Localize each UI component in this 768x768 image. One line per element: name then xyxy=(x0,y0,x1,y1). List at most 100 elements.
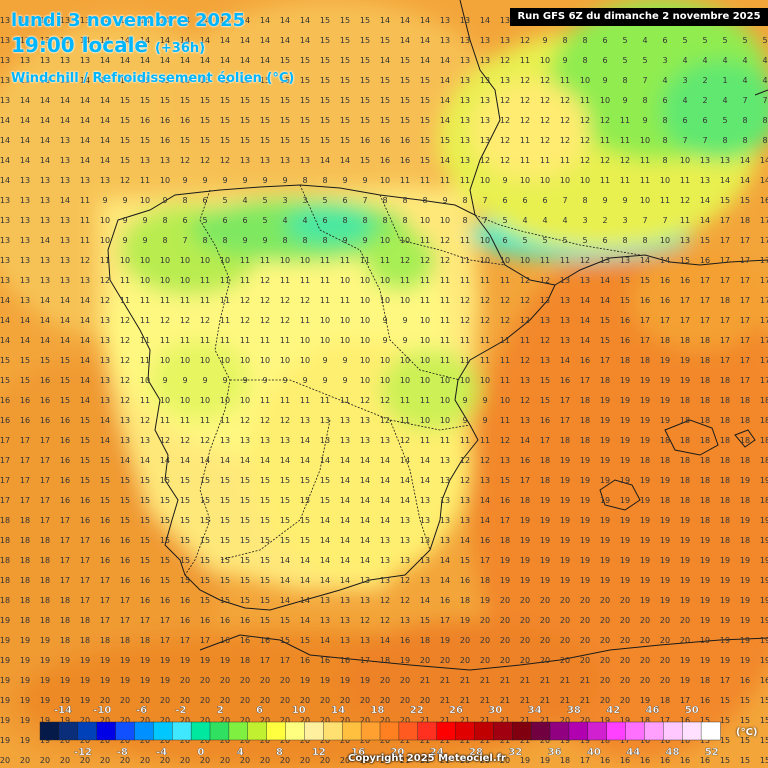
grid-value: 15 xyxy=(300,536,310,545)
grid-value: 9 xyxy=(462,416,467,425)
grid-value: 20 xyxy=(140,696,150,705)
grid-value: 15 xyxy=(640,276,650,285)
grid-value: 15 xyxy=(420,76,430,85)
grid-value: 14 xyxy=(300,436,310,445)
grid-value: 12 xyxy=(440,256,450,265)
grid-value: 16 xyxy=(20,416,30,425)
grid-value: 13 xyxy=(320,616,330,625)
grid-value: 20 xyxy=(260,676,270,685)
grid-value: 20 xyxy=(580,616,590,625)
grid-value: 15 xyxy=(300,76,310,85)
grid-value: 15 xyxy=(200,476,210,485)
grid-value: 8 xyxy=(462,216,467,225)
grid-value: 20 xyxy=(500,596,510,605)
grid-value: 20 xyxy=(600,696,610,705)
grid-value: 14 xyxy=(720,176,730,185)
grid-value: 19 xyxy=(40,676,50,685)
grid-value: 21 xyxy=(520,676,530,685)
grid-value: 16 xyxy=(60,476,70,485)
grid-value: 13 xyxy=(360,576,370,585)
grid-value: 19 xyxy=(520,536,530,545)
grid-value: 19 xyxy=(580,576,590,585)
grid-value: 11 xyxy=(400,176,410,185)
grid-value: 19 xyxy=(720,596,730,605)
grid-value: 11 xyxy=(680,216,690,225)
grid-value: 18 xyxy=(720,416,730,425)
grid-value: 15 xyxy=(120,96,130,105)
grid-value: 20 xyxy=(0,756,10,765)
grid-value: 18 xyxy=(580,436,590,445)
grid-value: 21 xyxy=(520,696,530,705)
grid-value: 15 xyxy=(260,596,270,605)
grid-value: 20 xyxy=(400,676,410,685)
grid-value: 19 xyxy=(620,556,630,565)
grid-value: 8 xyxy=(742,136,747,145)
grid-value: 7 xyxy=(642,216,647,225)
grid-value: 18 xyxy=(680,436,690,445)
grid-value: 10 xyxy=(280,256,290,265)
grid-value: 16 xyxy=(760,196,768,205)
grid-value: 14 xyxy=(0,336,10,345)
grid-value: 15 xyxy=(380,96,390,105)
grid-value: 13 xyxy=(40,196,50,205)
grid-value: 19 xyxy=(540,516,550,525)
grid-value: 19 xyxy=(580,516,590,525)
grid-value: 10 xyxy=(360,276,370,285)
grid-value: 14 xyxy=(360,476,370,485)
grid-value: 11 xyxy=(140,336,150,345)
grid-value: 14 xyxy=(160,456,170,465)
grid-value: 19 xyxy=(640,596,650,605)
grid-value: 12 xyxy=(480,156,490,165)
grid-value: 19 xyxy=(40,636,50,645)
grid-value: 18 xyxy=(700,416,710,425)
grid-value: 9 xyxy=(642,116,647,125)
grid-value: 10 xyxy=(680,156,690,165)
grid-value: 18 xyxy=(700,476,710,485)
grid-value: 14 xyxy=(80,336,90,345)
grid-value: 9 xyxy=(242,236,247,245)
legend-top-label: -10 xyxy=(93,705,111,716)
grid-value: 10 xyxy=(520,176,530,185)
grid-value: 12 xyxy=(580,136,590,145)
grid-value: 17 xyxy=(720,216,730,225)
grid-value: 16 xyxy=(180,616,190,625)
grid-value: 19 xyxy=(640,696,650,705)
grid-value: 13 xyxy=(40,16,50,25)
grid-value: 18 xyxy=(740,536,750,545)
grid-value: 13 xyxy=(60,136,70,145)
grid-value: 18 xyxy=(420,636,430,645)
grid-value: 13 xyxy=(60,76,70,85)
grid-value: 5 xyxy=(702,36,707,45)
grid-value: 5 xyxy=(202,216,207,225)
grid-value: 19 xyxy=(640,476,650,485)
grid-value: 8 xyxy=(402,196,407,205)
grid-value: 8 xyxy=(582,196,587,205)
grid-value: 20 xyxy=(80,756,90,765)
grid-value: 12 xyxy=(240,316,250,325)
grid-value: 14 xyxy=(20,336,30,345)
grid-value: 10 xyxy=(420,316,430,325)
grid-value: 13 xyxy=(600,256,610,265)
grid-value: 12 xyxy=(400,256,410,265)
grid-value: 19 xyxy=(620,416,630,425)
grid-value: 19 xyxy=(60,676,70,685)
grid-value: 15 xyxy=(180,576,190,585)
grid-value: 13 xyxy=(40,256,50,265)
legend-swatch xyxy=(644,721,665,741)
grid-value: 13 xyxy=(400,536,410,545)
grid-value: 14 xyxy=(80,296,90,305)
grid-value: 19 xyxy=(760,516,768,525)
grid-value: 19 xyxy=(700,556,710,565)
grid-value: 9 xyxy=(242,376,247,385)
grid-value: 12 xyxy=(260,416,270,425)
grid-value: 15 xyxy=(340,56,350,65)
grid-value: 15 xyxy=(620,296,630,305)
legend-color-bar xyxy=(39,721,721,741)
grid-value: 15 xyxy=(400,116,410,125)
grid-value: 15 xyxy=(240,496,250,505)
grid-value: 11 xyxy=(460,236,470,245)
grid-value: 19 xyxy=(580,496,590,505)
grid-value: 15 xyxy=(300,476,310,485)
grid-value: 17 xyxy=(100,596,110,605)
